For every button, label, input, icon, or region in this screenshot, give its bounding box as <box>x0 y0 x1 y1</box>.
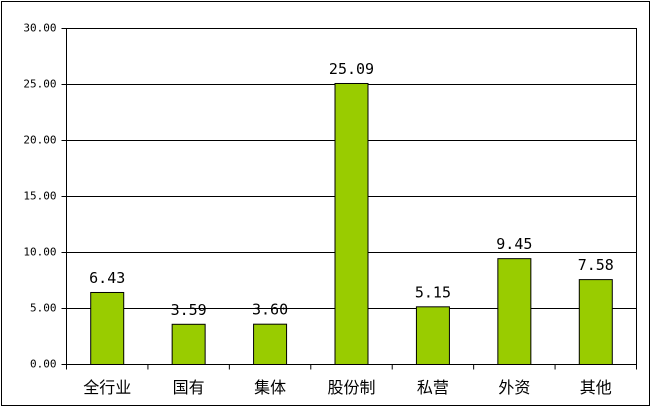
x-tick-label: 外资 <box>498 378 530 397</box>
x-tick-label: 其他 <box>580 378 612 397</box>
y-tick-label: 30.00 <box>23 22 56 35</box>
value-label: 9.45 <box>496 235 532 253</box>
bar <box>497 258 532 365</box>
bar <box>253 323 288 365</box>
bar <box>171 323 206 365</box>
x-tick-label: 国有 <box>173 378 205 397</box>
value-label: 25.09 <box>329 60 374 78</box>
y-tick-label: 20.00 <box>23 134 56 147</box>
x-tick-label: 集体 <box>254 378 286 397</box>
y-tick-label: 10.00 <box>23 246 56 259</box>
x-tick-label: 全行业 <box>83 378 131 397</box>
value-label: 5.15 <box>415 283 451 301</box>
bar <box>90 291 125 366</box>
x-tick-label: 股份制 <box>327 378 375 397</box>
bar <box>415 306 450 366</box>
value-label: 3.60 <box>252 301 288 319</box>
bar <box>578 279 613 366</box>
bar <box>334 82 369 365</box>
y-tick-label: 25.00 <box>23 78 56 91</box>
y-tick-label: 0.00 <box>30 358 57 371</box>
value-label: 3.59 <box>171 301 207 319</box>
x-tick-label: 私营 <box>417 378 449 397</box>
value-label: 6.43 <box>89 269 125 287</box>
y-tick-label: 15.00 <box>23 190 56 203</box>
y-tick-label: 5.00 <box>30 302 57 315</box>
value-label: 7.58 <box>578 256 614 274</box>
